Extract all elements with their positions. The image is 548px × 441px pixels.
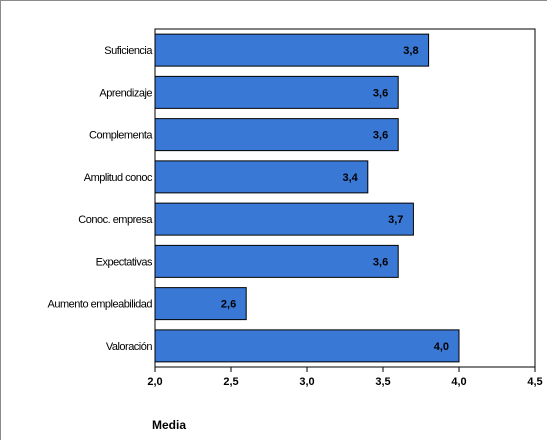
category-label: Aprendizaje — [99, 87, 152, 99]
bar — [154, 329, 460, 363]
category-label: Valoración — [106, 341, 153, 353]
x-tick-label: 3,0 — [299, 376, 314, 388]
category-label: Complementa — [89, 130, 153, 142]
data-label: 3,4 — [343, 172, 359, 184]
bar — [154, 202, 414, 236]
data-label: 3,6 — [373, 87, 388, 99]
category-label: Amplitud conoc — [84, 172, 153, 184]
data-label: 2,6 — [221, 299, 236, 311]
bar — [154, 160, 369, 194]
category-label: Aumento empleabilidad — [48, 299, 153, 311]
x-tick-label: 2,0 — [147, 376, 162, 388]
category-label: Expectativas — [96, 256, 153, 268]
bar — [154, 33, 430, 67]
x-tick-label: 4,0 — [451, 376, 466, 388]
x-tick-label: 4,5 — [527, 376, 542, 388]
data-label: 3,8 — [403, 45, 418, 57]
x-tick-label: 3,5 — [375, 376, 390, 388]
x-tick-label: 2,5 — [223, 376, 238, 388]
bar — [154, 287, 247, 321]
bar — [154, 244, 399, 278]
data-label: 3,6 — [373, 256, 388, 268]
category-label: Suficiencia — [104, 45, 153, 57]
bar — [154, 118, 399, 152]
data-label: 3,7 — [388, 214, 403, 226]
x-axis-title: Media — [152, 418, 186, 432]
data-label: 3,6 — [373, 130, 388, 142]
bar — [154, 75, 399, 109]
category-label: Conoc. empresa — [78, 214, 153, 226]
data-label: 4,0 — [434, 341, 449, 353]
